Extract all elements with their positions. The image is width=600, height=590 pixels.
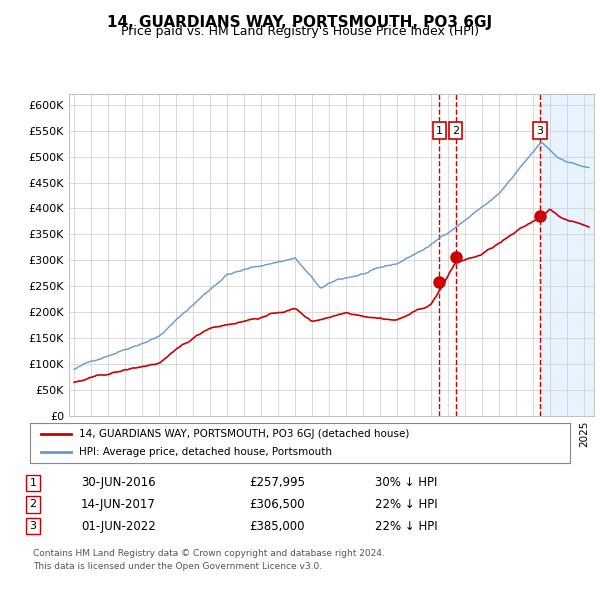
- Text: HPI: Average price, detached house, Portsmouth: HPI: Average price, detached house, Port…: [79, 447, 332, 457]
- Text: 3: 3: [29, 522, 37, 531]
- Text: 3: 3: [536, 126, 544, 136]
- Text: £257,995: £257,995: [249, 476, 305, 489]
- Text: 01-JUN-2022: 01-JUN-2022: [81, 520, 156, 533]
- Text: 14, GUARDIANS WAY, PORTSMOUTH, PO3 6GJ (detached house): 14, GUARDIANS WAY, PORTSMOUTH, PO3 6GJ (…: [79, 429, 409, 439]
- Text: 14-JUN-2017: 14-JUN-2017: [81, 498, 156, 511]
- Text: 30% ↓ HPI: 30% ↓ HPI: [375, 476, 437, 489]
- Text: Contains HM Land Registry data © Crown copyright and database right 2024.: Contains HM Land Registry data © Crown c…: [33, 549, 385, 558]
- Text: £385,000: £385,000: [249, 520, 305, 533]
- Text: 14, GUARDIANS WAY, PORTSMOUTH, PO3 6GJ: 14, GUARDIANS WAY, PORTSMOUTH, PO3 6GJ: [107, 15, 493, 30]
- Text: This data is licensed under the Open Government Licence v3.0.: This data is licensed under the Open Gov…: [33, 562, 322, 571]
- Text: £306,500: £306,500: [249, 498, 305, 511]
- Text: 22% ↓ HPI: 22% ↓ HPI: [375, 498, 437, 511]
- Text: 1: 1: [29, 478, 37, 487]
- Text: 1: 1: [436, 126, 443, 136]
- Text: 2: 2: [29, 500, 37, 509]
- Bar: [540, 94, 594, 416]
- Text: 2: 2: [452, 126, 459, 136]
- Text: 30-JUN-2016: 30-JUN-2016: [81, 476, 155, 489]
- Text: Price paid vs. HM Land Registry's House Price Index (HPI): Price paid vs. HM Land Registry's House …: [121, 25, 479, 38]
- Text: 22% ↓ HPI: 22% ↓ HPI: [375, 520, 437, 533]
